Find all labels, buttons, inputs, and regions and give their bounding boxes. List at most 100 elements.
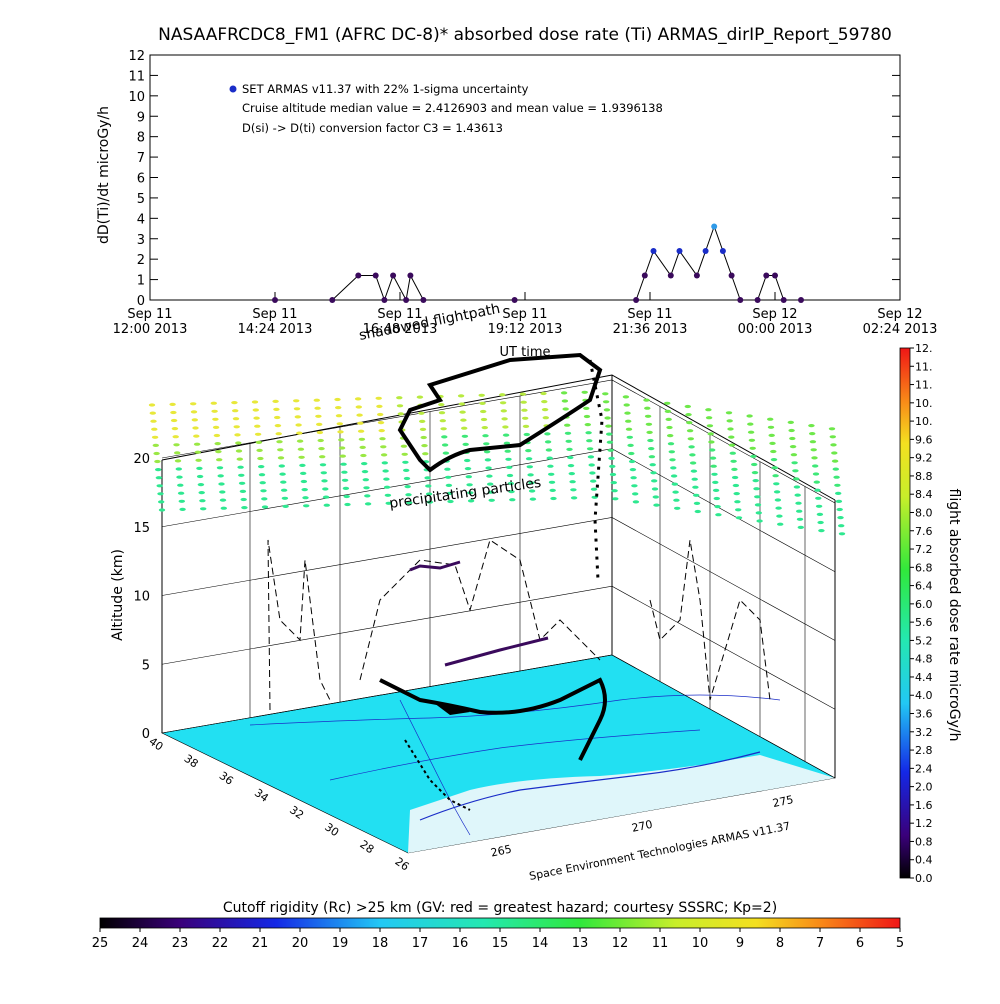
particle-mark bbox=[771, 466, 778, 470]
particle-mark bbox=[769, 441, 776, 445]
particle-mark bbox=[171, 427, 179, 431]
particle-mark bbox=[175, 467, 182, 471]
dose-colorbar-label: flight absorbed dose rate microGy/h bbox=[946, 489, 962, 742]
particle-mark bbox=[295, 423, 302, 427]
particle-mark bbox=[210, 401, 217, 405]
particle-mark bbox=[467, 491, 474, 495]
particle-mark bbox=[403, 476, 411, 481]
particle-mark bbox=[747, 430, 755, 434]
wall-shadow-track bbox=[649, 539, 771, 701]
particle-mark bbox=[340, 462, 347, 466]
particle-mark bbox=[648, 455, 656, 459]
particle-mark bbox=[279, 472, 286, 476]
longitude-tick-label: 265 bbox=[490, 843, 513, 860]
particle-mark bbox=[628, 459, 636, 464]
particle-mark bbox=[483, 450, 491, 454]
particle-mark bbox=[664, 401, 671, 405]
longitude-tick-label: 270 bbox=[631, 818, 654, 835]
state-line bbox=[399, 699, 471, 836]
data-point bbox=[676, 248, 683, 254]
particle-mark bbox=[457, 394, 465, 398]
particle-mark bbox=[280, 488, 288, 492]
dose-colorbar-tick-label: 5.6 bbox=[915, 616, 933, 629]
data-point bbox=[403, 297, 410, 303]
y-tick-label: 12 bbox=[128, 49, 145, 64]
y-tick-label: 8 bbox=[137, 131, 145, 146]
particle-mark bbox=[686, 421, 693, 425]
particle-mark bbox=[649, 463, 656, 467]
altitude-axis-label: Altitude (km) bbox=[110, 549, 126, 641]
particle-mark bbox=[174, 451, 181, 455]
particle-mark bbox=[363, 486, 370, 490]
particle-mark bbox=[728, 443, 736, 447]
altitude-tick-label: 10 bbox=[133, 590, 150, 605]
particle-mark bbox=[565, 439, 572, 443]
particle-mark bbox=[754, 503, 762, 507]
particle-mark bbox=[155, 476, 163, 480]
particle-mark bbox=[358, 437, 366, 441]
particle-mark bbox=[484, 458, 492, 462]
particle-mark bbox=[440, 427, 447, 431]
particle-mark bbox=[631, 484, 638, 488]
particle-mark bbox=[502, 433, 510, 437]
particle-mark bbox=[564, 423, 571, 427]
particle-mark bbox=[705, 416, 713, 420]
particle-mark bbox=[837, 516, 844, 520]
particle-mark bbox=[607, 448, 614, 452]
particle-mark bbox=[767, 417, 774, 421]
particle-mark bbox=[525, 449, 532, 453]
particle-mark bbox=[829, 435, 836, 439]
dose-colorbar-tick-label: 4.4 bbox=[915, 671, 933, 684]
particle-mark bbox=[670, 466, 677, 470]
particle-mark bbox=[253, 416, 260, 420]
data-point bbox=[798, 297, 804, 303]
rc-colorbar-tick-label: 24 bbox=[132, 936, 149, 951]
dose-colorbar-tick-label: 8.8 bbox=[915, 470, 933, 483]
particle-mark bbox=[316, 430, 324, 435]
particle-mark bbox=[177, 483, 184, 487]
3d-panel: shadowed flightpath precipitating partic… bbox=[110, 301, 846, 883]
particle-mark bbox=[731, 467, 738, 471]
dose-colorbar-ticks: 0.0 0.4 0.8 1.2 1.6 2.0 2.4 2.8 3.2 3.6 4.0 4.4 4.8 5… bbox=[910, 342, 933, 885]
data-point bbox=[355, 272, 362, 279]
rc-colorbar-label: Cutoff rigidity (Rc) >25 km (GV: red = g… bbox=[223, 900, 777, 916]
particle-mark bbox=[237, 465, 244, 469]
particle-mark bbox=[357, 421, 364, 425]
particle-mark bbox=[651, 479, 658, 483]
timeseries-y-label: dD(Ti)/dt microGy/h bbox=[96, 106, 112, 244]
particle-mark bbox=[177, 491, 185, 495]
particle-mark bbox=[296, 431, 303, 435]
particle-mark bbox=[254, 432, 262, 436]
rc-colorbar-tick-label: 13 bbox=[572, 936, 589, 951]
particle-mark bbox=[194, 450, 201, 454]
particle-mark bbox=[255, 440, 263, 444]
particle-mark bbox=[521, 408, 528, 412]
particle-mark bbox=[756, 519, 763, 523]
particle-mark bbox=[459, 410, 466, 414]
data-point bbox=[754, 297, 761, 303]
particle-mark bbox=[672, 490, 679, 494]
particle-mark bbox=[322, 495, 330, 499]
y-tick-label: 4 bbox=[137, 212, 145, 227]
particle-mark bbox=[334, 397, 341, 402]
particle-mark bbox=[294, 415, 301, 419]
data-point bbox=[511, 297, 518, 303]
particle-mark bbox=[627, 443, 634, 447]
particle-mark bbox=[425, 492, 433, 496]
timeseries-series bbox=[272, 223, 804, 303]
particle-mark bbox=[150, 419, 157, 423]
particle-mark bbox=[808, 424, 815, 428]
particle-mark bbox=[647, 438, 654, 443]
particle-mark bbox=[280, 480, 287, 484]
particle-mark bbox=[342, 486, 350, 490]
rc-colorbar-tick-label: 17 bbox=[412, 936, 429, 951]
ground-track-cluster bbox=[430, 700, 470, 715]
particle-mark bbox=[233, 425, 240, 429]
particle-mark bbox=[609, 464, 616, 468]
particle-mark bbox=[790, 453, 798, 457]
rc-colorbar-tick-label: 7 bbox=[816, 936, 824, 951]
particle-mark bbox=[812, 472, 820, 476]
particle-mark bbox=[178, 499, 185, 503]
particle-mark bbox=[258, 473, 266, 477]
particle-mark bbox=[424, 476, 431, 480]
